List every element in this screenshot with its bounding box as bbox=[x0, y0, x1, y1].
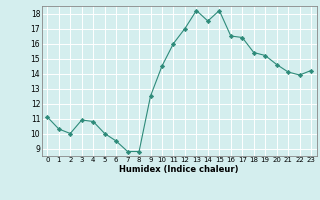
X-axis label: Humidex (Indice chaleur): Humidex (Indice chaleur) bbox=[119, 165, 239, 174]
